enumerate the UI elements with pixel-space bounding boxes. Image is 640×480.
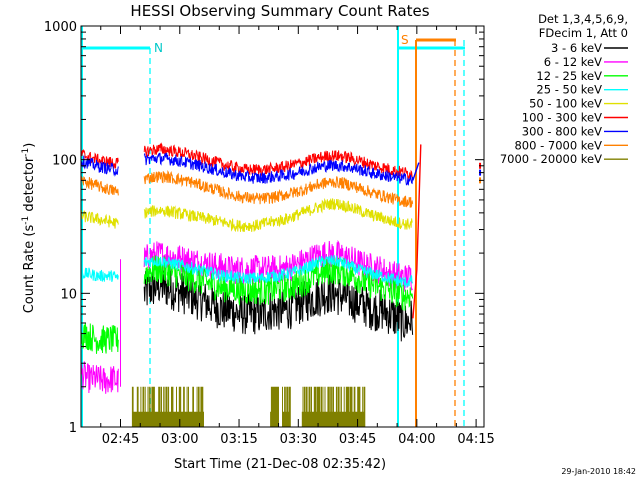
y-label-sup1: -1 — [21, 216, 31, 225]
x-tick-label: 03:15 — [220, 432, 257, 447]
olive-block-4 — [301, 386, 366, 427]
x-tick-label: 03:30 — [280, 432, 317, 447]
series-3-6kev — [143, 265, 414, 342]
olive-block-3 — [282, 386, 291, 427]
plot-area: NS — [80, 26, 482, 427]
flare-red — [412, 144, 422, 319]
legend: Det 1,3,4,5,6,9, FDecim 1, Att 0 3 - 6 k… — [500, 12, 628, 166]
legend-label: 6 - 12 keV — [544, 55, 602, 69]
axes: 02:45 03:00 03:15 03:30 03:45 04:00 04:15 1 10 10… — [44, 20, 495, 447]
series-trace — [143, 152, 414, 186]
olive-block-2 — [270, 386, 279, 427]
series-trace — [143, 265, 414, 342]
series-25-50kev — [80, 254, 414, 288]
series-300-800kev — [80, 152, 414, 186]
plot-frame — [80, 25, 485, 428]
series-trace — [80, 210, 119, 229]
y-tick-label: 10 — [60, 287, 77, 302]
legend-label: 100 - 300 keV — [522, 111, 602, 125]
chart-title: HESSI Observing Summary Count Rates — [130, 2, 429, 20]
saa-annotation: S — [401, 33, 409, 47]
y-label-mid: detector — [22, 156, 37, 216]
legend-header-line-1: Det 1,3,4,5,6,9, — [538, 12, 628, 26]
series-trace — [80, 267, 119, 283]
series-trace — [143, 254, 414, 288]
series-trace — [80, 323, 119, 354]
y-label-main: Count Rate (s — [22, 225, 37, 314]
y-tick-label: 1000 — [44, 20, 77, 35]
x-tick-label: 04:15 — [457, 432, 494, 447]
series-800-7000kev — [80, 169, 414, 208]
legend-label: 50 - 100 keV — [529, 97, 602, 111]
series-trace — [80, 361, 119, 394]
series-trace — [143, 142, 414, 180]
legend-label: 25 - 50 keV — [536, 83, 602, 97]
series-50-100kev — [80, 197, 413, 233]
series-trace — [80, 155, 119, 177]
y-tick-label: 100 — [52, 154, 77, 169]
y-tick-label: 1 — [69, 421, 77, 436]
series-trace — [143, 197, 413, 233]
legend-label: 300 - 800 keV — [522, 124, 602, 138]
x-axis-label: Start Time (21-Dec-08 02:35:42) — [174, 457, 386, 472]
x-tick-label: 03:45 — [339, 432, 376, 447]
olive-block-1 — [131, 386, 204, 427]
timestamp: 29-Jan-2010 18:42 — [561, 467, 636, 476]
legend-label: 3 - 6 keV — [551, 41, 602, 55]
x-tick-label: 04:00 — [398, 432, 435, 447]
legend-header-line-2: FDecim 1, Att 0 — [539, 26, 628, 40]
x-tick-label: 03:00 — [161, 432, 198, 447]
flare-blue — [412, 162, 420, 181]
series-trace — [80, 176, 119, 196]
y-label-sup2: -1 — [21, 148, 31, 157]
y-label-end: ) — [22, 143, 37, 148]
legend-label: 800 - 7000 keV — [514, 138, 602, 152]
y-axis-label: Count Rate (s-1 detector-1) — [21, 143, 37, 314]
legend-label: 12 - 25 keV — [536, 69, 602, 83]
night-annotation: N — [154, 41, 163, 55]
x-tick-label: 02:45 — [102, 432, 139, 447]
legend-label: 7000 - 20000 keV — [500, 152, 602, 166]
series-trace — [143, 169, 414, 208]
